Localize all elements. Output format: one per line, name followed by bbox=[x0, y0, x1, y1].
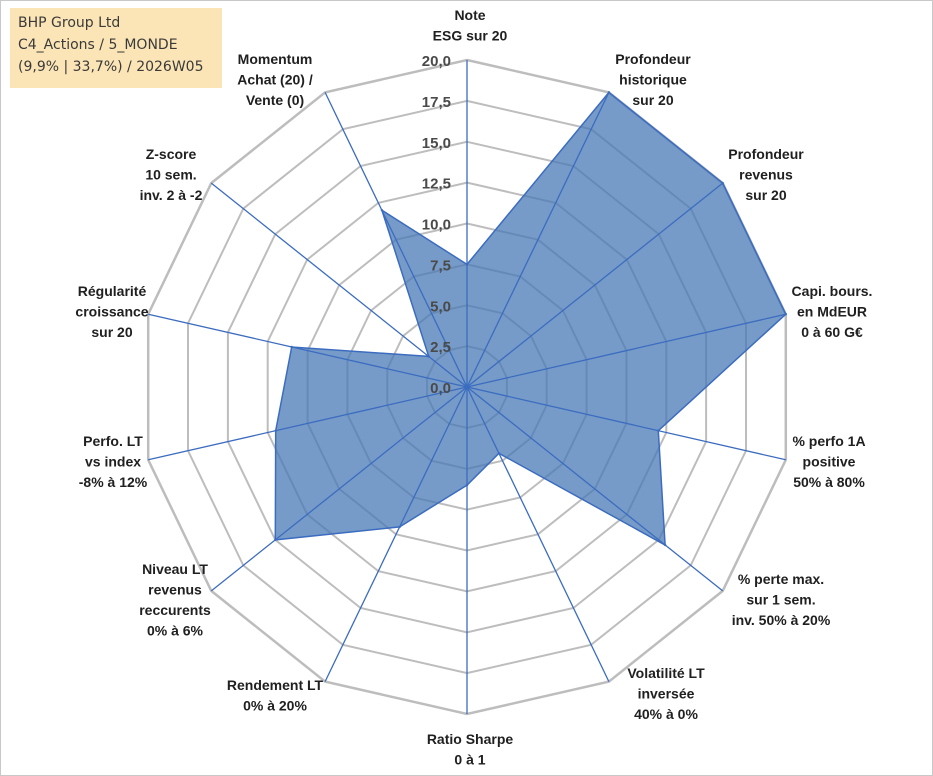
axis-label-line: croissance bbox=[75, 304, 148, 320]
radar-spokes bbox=[148, 60, 786, 714]
tick-label: 7,5 bbox=[430, 257, 451, 274]
spoke-10 bbox=[148, 386, 468, 461]
axis-label-12: Z-score 10 sem. inv. 2 à -2 bbox=[140, 146, 203, 203]
tick-label: 17,5 bbox=[422, 94, 451, 111]
spoke-11 bbox=[148, 313, 468, 388]
axis-label-line: Niveau LT bbox=[142, 561, 208, 577]
company-name: BHP Group Ltd bbox=[18, 15, 121, 31]
axis-label-line: sur 20 bbox=[632, 92, 673, 108]
axis-label-line: 0 à 60 G€ bbox=[801, 324, 863, 340]
axis-label-line: 0 à 1 bbox=[454, 752, 485, 768]
performance-stats: (9,9% | 33,7%) / 2026W05 bbox=[18, 59, 204, 75]
axis-label-line: sur 1 sem. bbox=[746, 592, 815, 608]
radar-series bbox=[274, 91, 788, 547]
axis-label-line: revenus bbox=[739, 167, 793, 183]
axis-label-line: Régularité bbox=[78, 283, 147, 299]
axis-label-line: -8% à 12% bbox=[79, 474, 148, 490]
axis-label-line: vs index bbox=[85, 454, 141, 470]
axis-label-4: % perfo 1A positive 50% à 80% bbox=[792, 433, 865, 490]
spoke-12 bbox=[210, 182, 468, 388]
axis-label-line: Capi. bours. bbox=[792, 283, 873, 299]
axis-label-line: Volatilité LT bbox=[627, 665, 705, 681]
tick-label: 12,5 bbox=[422, 176, 451, 193]
axis-label-line: Rendement LT bbox=[227, 677, 324, 693]
radar-axis-labels: Note ESG sur 20 Profondeur historique sur 20… bbox=[75, 7, 872, 768]
axis-label-line: 50% à 80% bbox=[793, 474, 865, 490]
axis-label-line: positive bbox=[803, 454, 856, 470]
axis-label-line: sur 20 bbox=[745, 187, 786, 203]
axis-label-line: historique bbox=[619, 72, 687, 88]
axis-label-line: sur 20 bbox=[91, 324, 132, 340]
spoke-1 bbox=[466, 92, 610, 388]
axis-label-line: Z-score bbox=[146, 146, 197, 162]
spoke-4 bbox=[466, 386, 786, 461]
axis-label-line: Profondeur bbox=[615, 51, 691, 67]
axis-label-line: inv. 50% à 20% bbox=[732, 612, 831, 628]
axis-label-line: reccurents bbox=[139, 602, 211, 618]
axis-label-line: Achat (20) / bbox=[237, 72, 313, 88]
axis-label-line: 10 sem. bbox=[145, 167, 196, 183]
tick-label: 5,0 bbox=[430, 298, 451, 315]
axis-label-line: 40% à 0% bbox=[634, 706, 698, 722]
axis-label-line: % perfo 1A bbox=[792, 433, 865, 449]
axis-label-line: en MdEUR bbox=[797, 304, 867, 320]
axis-label-6: Volatilité LT inversée 40% à 0% bbox=[627, 665, 705, 722]
info-box: BHP Group Ltd C4_Actions / 5_MONDE (9,9%… bbox=[10, 8, 222, 88]
axis-label-0: Note ESG sur 20 bbox=[433, 7, 508, 44]
axis-label-7: Ratio Sharpe 0 à 1 bbox=[427, 731, 514, 768]
axis-label-line: Profondeur bbox=[728, 146, 804, 162]
radar-tick-labels: 0,0 2,5 5,0 7,5 10,0 12,5 15,0 17,5 20,0 bbox=[422, 53, 451, 397]
axis-label-13: Momentum Achat (20) / Vente (0) bbox=[237, 51, 313, 108]
tick-label: 15,0 bbox=[422, 135, 451, 152]
series-area bbox=[274, 91, 787, 547]
axis-label-line: revenus bbox=[148, 582, 202, 598]
spoke-2 bbox=[466, 182, 724, 388]
axis-label-line: Note bbox=[454, 7, 485, 23]
axis-label-line: 0% à 6% bbox=[147, 623, 204, 639]
spoke-9 bbox=[210, 386, 468, 592]
axis-label-line: % perte max. bbox=[738, 571, 824, 587]
spoke-3 bbox=[466, 313, 786, 388]
axis-label-9: Niveau LT revenus reccurents 0% à 6% bbox=[139, 561, 211, 639]
axis-label-line: inv. 2 à -2 bbox=[140, 187, 203, 203]
axis-label-3: Capi. bours. en MdEUR 0 à 60 G€ bbox=[792, 283, 873, 340]
tick-label: 10,0 bbox=[422, 217, 451, 234]
axis-label-line: Vente (0) bbox=[246, 92, 304, 108]
tick-label: 0,0 bbox=[430, 380, 451, 397]
axis-label-2: Profondeur revenus sur 20 bbox=[728, 146, 804, 203]
portfolio-name: C4_Actions / 5_MONDE bbox=[18, 37, 178, 53]
axis-label-line: 0% à 20% bbox=[243, 698, 307, 714]
axis-label-line: Momentum bbox=[238, 51, 313, 67]
spoke-8 bbox=[324, 386, 468, 682]
axis-label-1: Profondeur historique sur 20 bbox=[615, 51, 691, 108]
axis-label-line: inversée bbox=[638, 686, 695, 702]
spoke-6 bbox=[466, 386, 610, 682]
axis-label-5: % perte max. sur 1 sem. inv. 50% à 20% bbox=[732, 571, 831, 628]
tick-label: 20,0 bbox=[422, 53, 451, 70]
axis-label-line: Perfo. LT bbox=[83, 433, 143, 449]
axis-label-line: ESG sur 20 bbox=[433, 28, 508, 44]
tick-label: 2,5 bbox=[430, 339, 451, 356]
axis-label-10: Perfo. LT vs index -8% à 12% bbox=[79, 433, 148, 490]
spoke-13 bbox=[324, 92, 468, 388]
axis-label-line: Ratio Sharpe bbox=[427, 731, 514, 747]
axis-label-8: Rendement LT 0% à 20% bbox=[227, 677, 324, 714]
axis-label-11: Régularité croissance sur 20 bbox=[75, 283, 148, 340]
spoke-5 bbox=[466, 386, 724, 592]
